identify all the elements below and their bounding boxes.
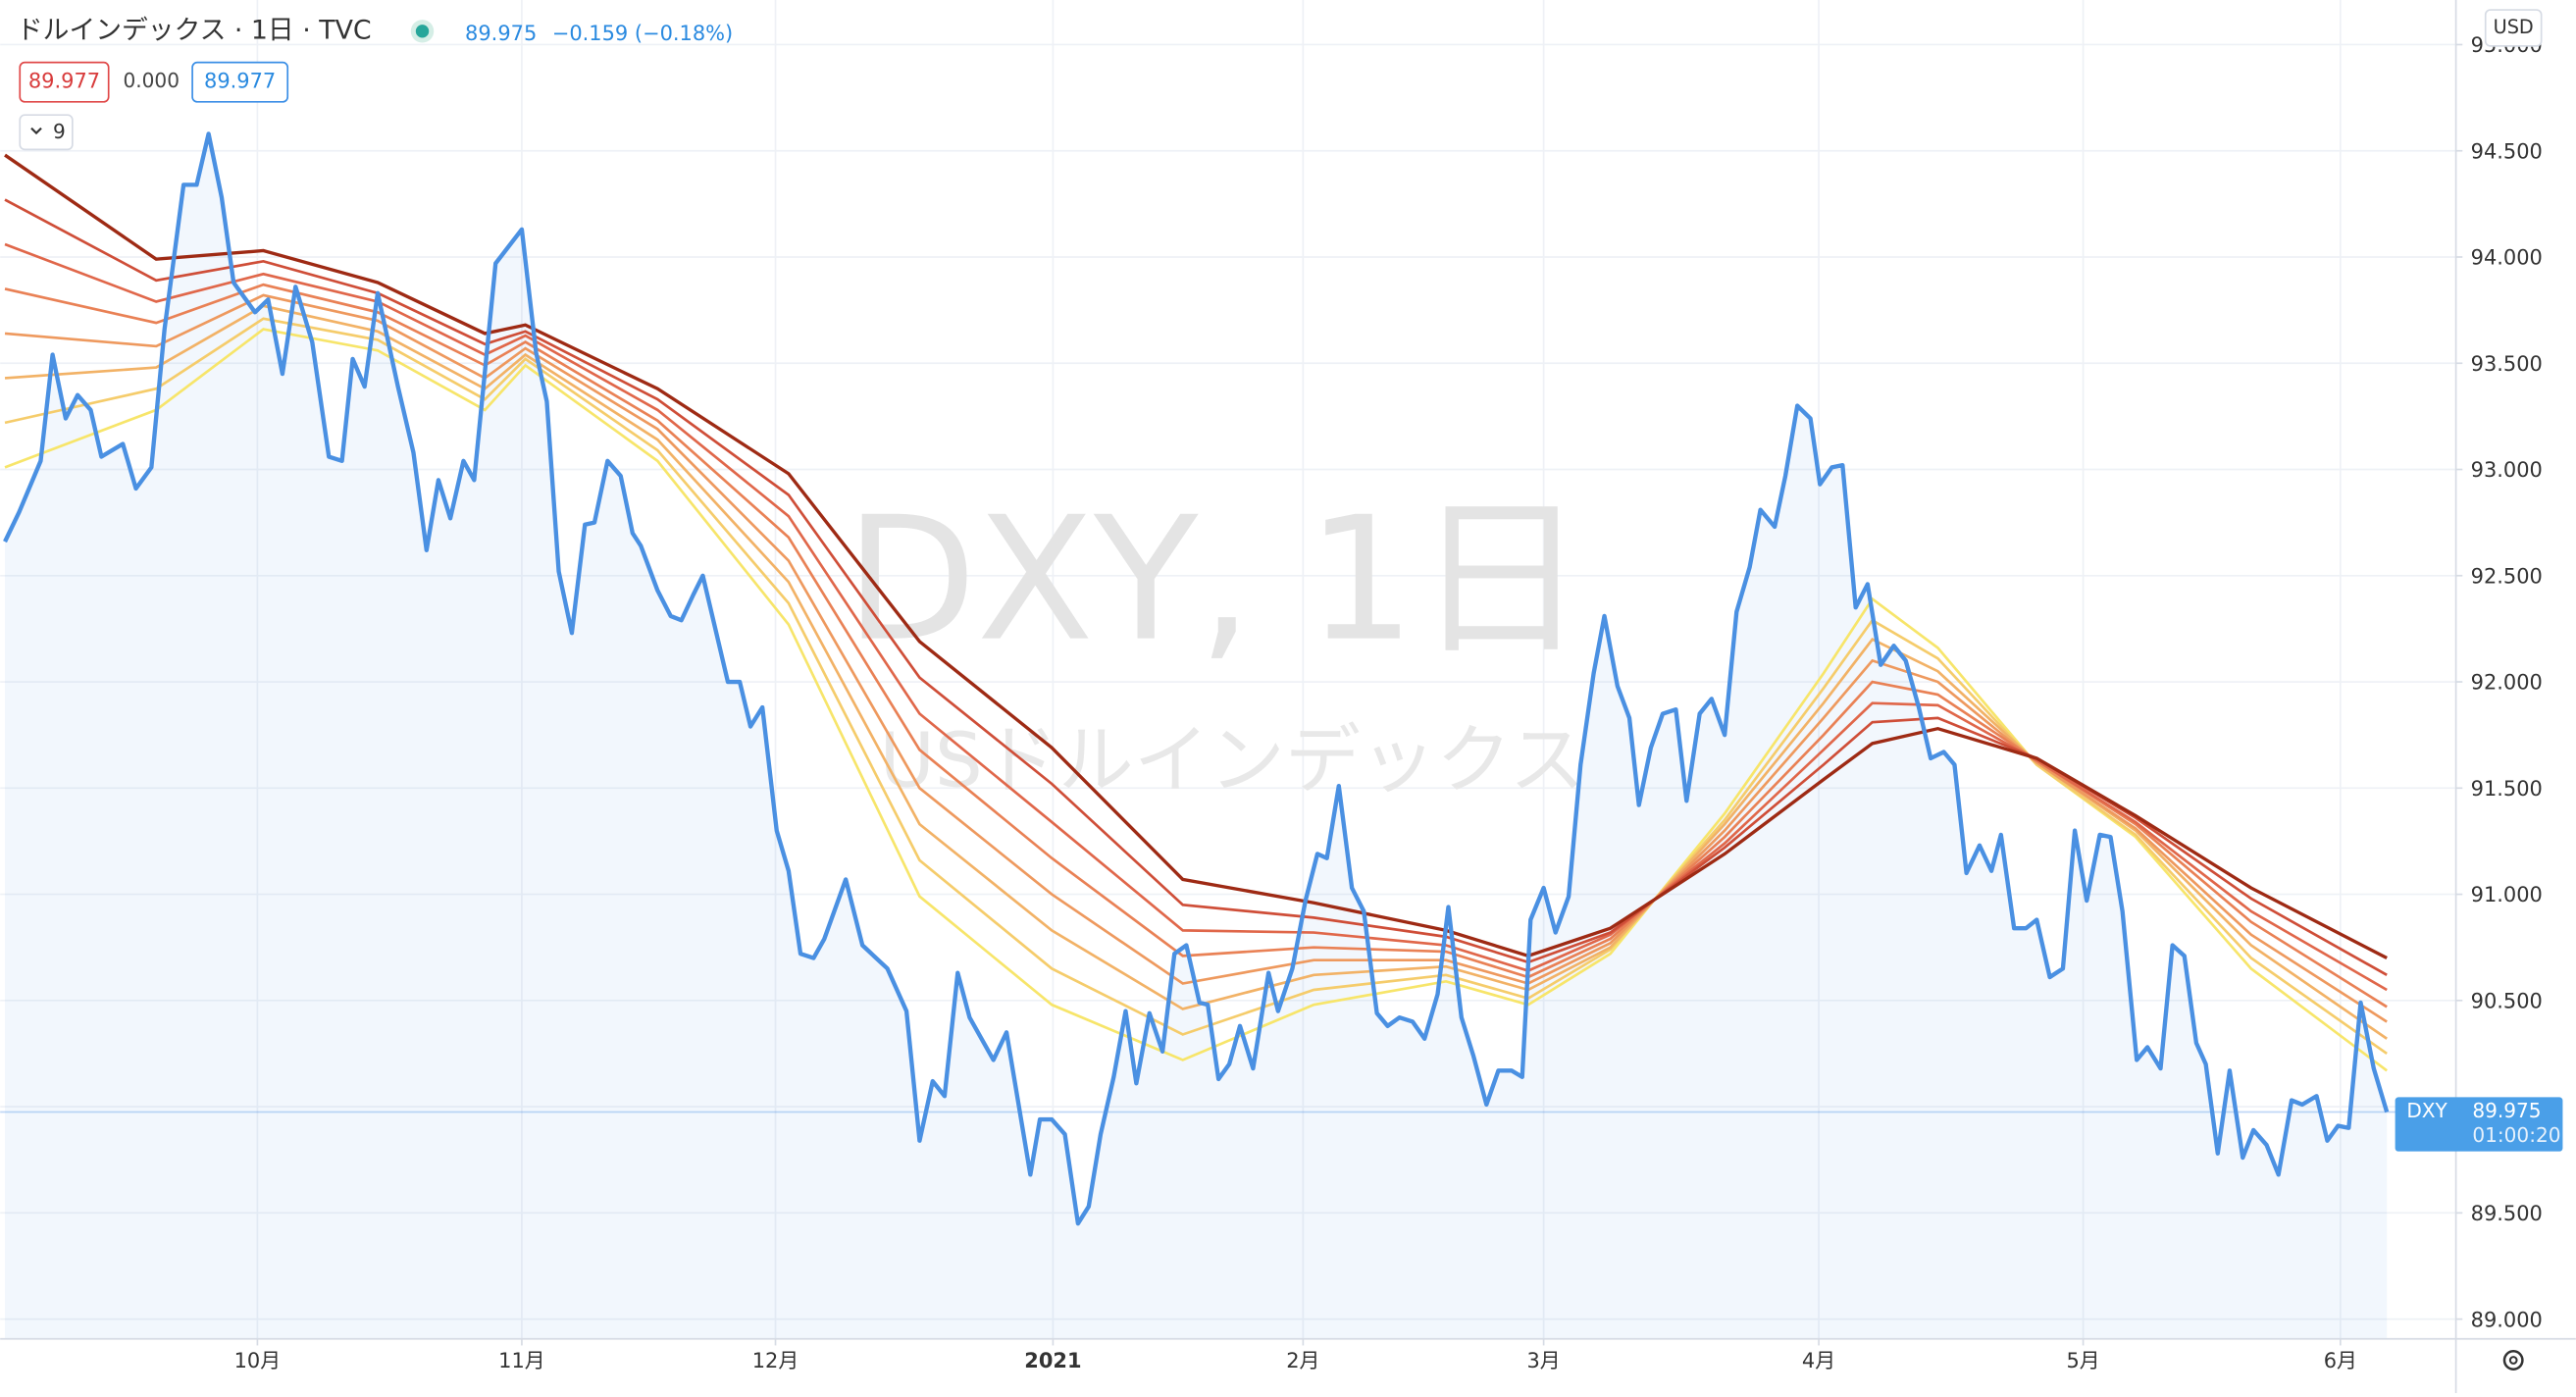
y-tick-label: 89.500: [2471, 1202, 2543, 1225]
price-line: [3, 131, 2390, 1226]
grid: [0, 0, 2456, 1339]
watermark: DXY, 1日: [846, 481, 1586, 680]
ema-line: [4, 293, 2388, 1023]
currency-box[interactable]: [2484, 9, 2543, 47]
y-tick-label: 89.000: [2471, 1308, 2543, 1331]
price-change: −0.159 (−0.18%): [552, 22, 733, 45]
x-tick-label: 2月: [1286, 1349, 1319, 1372]
ema-line: [4, 304, 2388, 1040]
x-tick-label: 12月: [752, 1349, 799, 1372]
status-dot: [415, 25, 430, 38]
price-area: [5, 133, 2388, 1339]
y-tick-label: 94.500: [2471, 139, 2543, 163]
y-tick-label: 93.000: [2471, 458, 2543, 482]
y-tick-label: 91.500: [2471, 777, 2543, 801]
y-tick-label: 92.000: [2471, 671, 2543, 695]
plot-area: [0, 131, 2456, 1339]
badge-price: 89.975: [2472, 1099, 2541, 1122]
ema-line: [4, 198, 2388, 976]
gear-icon[interactable]: [2502, 1350, 2524, 1371]
y-tick-label: 92.500: [2471, 564, 2543, 588]
ema-line: [4, 242, 2388, 992]
x-tick-label: 6月: [2324, 1349, 2357, 1372]
indicator-value: 89.977: [204, 70, 276, 93]
y-tick-label: 91.000: [2471, 883, 2543, 906]
indicator-toggle[interactable]: [19, 114, 74, 151]
last-price: 89.975: [465, 22, 537, 45]
ema-line: [4, 328, 2388, 1072]
x-tick-label: 11月: [498, 1349, 545, 1372]
settings-icon[interactable]: [2502, 1350, 2524, 1371]
indicator-value: 0.000: [123, 69, 179, 92]
indicator-box: [19, 61, 110, 103]
ema-line: [4, 317, 2388, 1056]
y-tick-label: 94.000: [2471, 246, 2543, 270]
badge-symbol: DXY: [2406, 1099, 2447, 1122]
gear-icon-center: [2508, 1356, 2518, 1365]
badge-countdown: 01:00:20: [2472, 1123, 2560, 1147]
last-price-badge: [2395, 1097, 2563, 1152]
symbol-title: ドルインデックス · 1日 · TVC: [17, 15, 372, 45]
x-tick-label: 3月: [1526, 1349, 1560, 1372]
x-tick-label: 4月: [1802, 1349, 1835, 1372]
x-tick-label: 10月: [234, 1349, 282, 1372]
watermark-subtitle: USドルインデックス: [880, 717, 1585, 804]
currency[interactable]: USD: [2494, 16, 2534, 38]
y-tick-label: 93.500: [2471, 352, 2543, 376]
y-tick-label: 90.500: [2471, 989, 2543, 1012]
x-tick-label: 5月: [2066, 1349, 2099, 1372]
x-tick-label: 2021: [1024, 1349, 1081, 1372]
chevron-icon: [30, 127, 42, 135]
indicator-box: [191, 61, 289, 103]
ema-line: [4, 283, 2388, 1009]
indicator-count[interactable]: 9: [53, 120, 66, 143]
indicator-value: 89.977: [28, 70, 100, 93]
ema-line: [4, 153, 2388, 960]
legend-header: ドルインデックス · 1日 · TVC 89.975 −0.159 (−0.18…: [17, 15, 733, 151]
